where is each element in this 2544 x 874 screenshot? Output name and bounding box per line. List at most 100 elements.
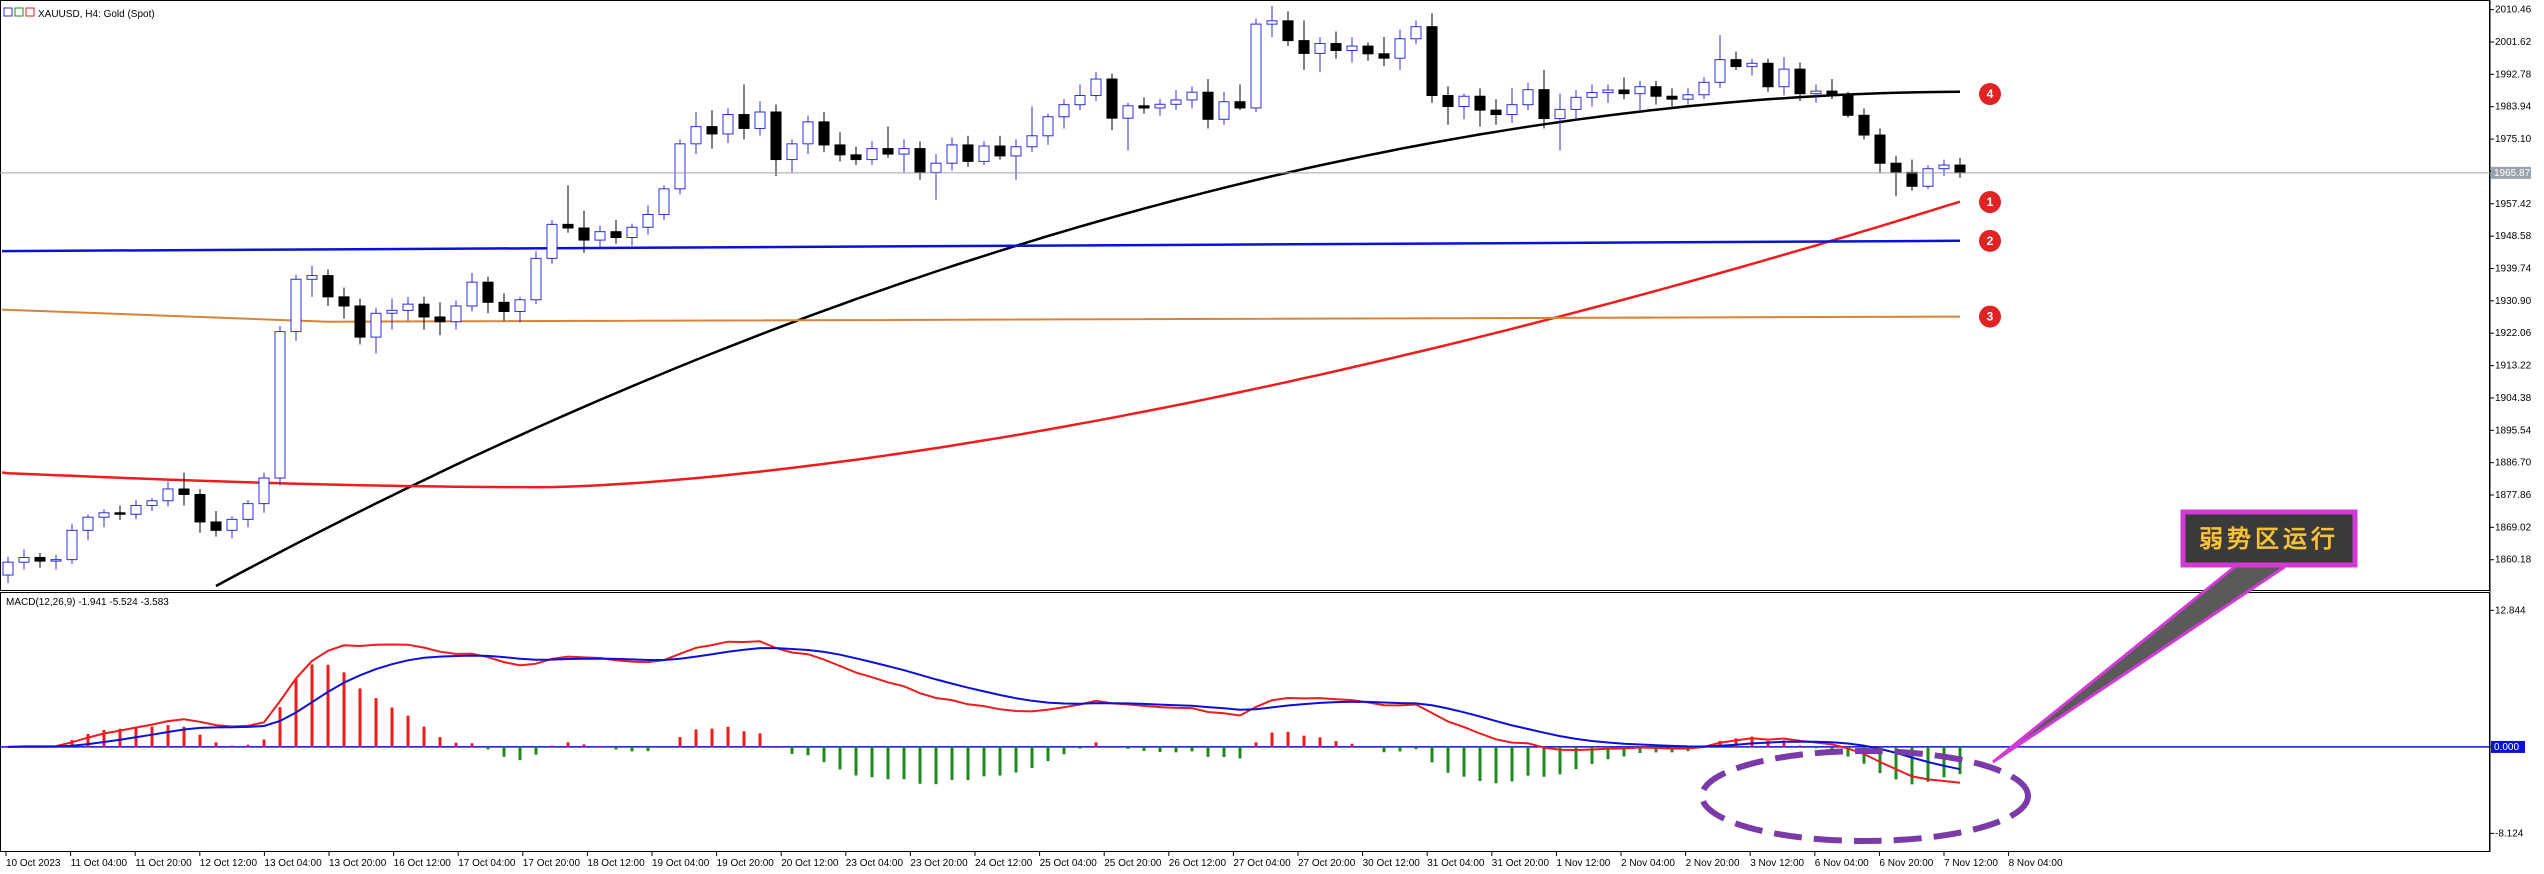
weak-zone-ellipse xyxy=(1699,748,2031,844)
candle-bear xyxy=(914,148,926,173)
candle-bull xyxy=(290,278,302,333)
candle-bear xyxy=(1106,78,1118,119)
price-panel-frame xyxy=(0,0,2490,591)
hist-bar-negative xyxy=(1446,746,1450,773)
candle-bull xyxy=(466,281,478,307)
hist-bar-positive xyxy=(774,746,778,748)
candle-bear xyxy=(962,144,974,162)
hist-bar-negative xyxy=(1926,746,1930,782)
candle-bear xyxy=(1138,105,1150,109)
time-tick-label: 2 Nov 20:00 xyxy=(1686,858,1740,869)
hist-bar-positive xyxy=(550,745,554,747)
hist-bar-positive xyxy=(1302,735,1306,747)
candle-bear xyxy=(578,227,590,241)
candle-bull xyxy=(1010,146,1022,157)
candle-bull xyxy=(1506,104,1518,116)
hist-bar-positive xyxy=(358,688,362,747)
hist-bar-negative xyxy=(1606,746,1610,760)
candle-bear xyxy=(1234,101,1246,109)
price-tick-label: 1930.90 xyxy=(2495,296,2532,307)
macd-lines xyxy=(7,640,1961,784)
hist-bar-positive xyxy=(326,664,330,747)
price-tick-label: 1957.42 xyxy=(2495,199,2532,210)
candle-bull xyxy=(386,309,398,314)
hist-bar-positive xyxy=(1750,736,1754,747)
hist-bar-positive xyxy=(1286,731,1290,747)
hist-bar-positive xyxy=(230,745,234,747)
hist-bar-positive xyxy=(742,731,746,747)
candle-bear xyxy=(482,281,494,303)
candle-bull xyxy=(754,111,766,129)
time-axis: 10 Oct 2023 11 Oct 04:00 11 Oct 20:00 12 Oc… xyxy=(5,852,2063,869)
candle-bear xyxy=(34,556,46,562)
hist-bar-negative xyxy=(1062,746,1066,755)
candle-bear xyxy=(770,111,782,161)
hist-bar-negative xyxy=(1574,746,1578,770)
hist-bar-negative xyxy=(838,746,842,770)
candle-bear xyxy=(1730,59,1742,68)
overlay-lines xyxy=(1,90,1961,588)
candle-bear xyxy=(562,223,574,229)
hist-bar-positive xyxy=(454,742,458,747)
hist-bar-negative xyxy=(534,746,538,755)
time-tick-label: 11 Oct 20:00 xyxy=(135,858,192,869)
candle-bear xyxy=(1202,91,1214,120)
hist-bar-positive xyxy=(1718,740,1722,747)
candle-bear xyxy=(1362,45,1374,55)
hist-bar-positive xyxy=(1782,740,1786,747)
candle-bull xyxy=(370,312,382,338)
candle-bull xyxy=(162,488,174,502)
time-tick-label: 18 Oct 12:00 xyxy=(587,858,645,869)
candle-bull xyxy=(1586,92,1598,98)
time-tick-label: 17 Oct 04:00 xyxy=(458,858,516,869)
candle-bull xyxy=(18,556,30,563)
candle-bear xyxy=(1954,164,1966,174)
marker-4-circle xyxy=(1979,83,2001,106)
price-tick-label: 1886.70 xyxy=(2495,458,2532,469)
candle-bear xyxy=(1538,89,1550,120)
hist-bar-negative xyxy=(1462,746,1466,777)
candle-bear xyxy=(354,305,366,338)
window-icons[interactable] xyxy=(3,7,35,17)
candle-bear xyxy=(850,154,862,161)
candle-bear xyxy=(114,512,126,515)
hist-bar-positive xyxy=(118,728,122,747)
price-tick-label: 1992.78 xyxy=(2495,69,2532,80)
hist-bar-negative xyxy=(646,746,650,752)
macd-zero-tag xyxy=(2491,740,2525,753)
candle-bear xyxy=(194,493,206,523)
time-tick-label: 1 Nov 12:00 xyxy=(1556,858,1610,869)
time-tick-label: 25 Oct 04:00 xyxy=(1040,858,1098,869)
price-tick-label: 1983.94 xyxy=(2495,102,2532,113)
macd-tick-label: 12.844 xyxy=(2495,605,2526,616)
hist-bar-positive xyxy=(422,726,426,747)
candle-bear xyxy=(1378,53,1390,59)
candle-bear xyxy=(834,144,846,156)
candle-bear xyxy=(1762,62,1774,88)
ma-blue-line xyxy=(1,239,1961,253)
candle-bear xyxy=(1282,20,1294,42)
hist-bar-positive xyxy=(246,744,250,747)
hist-bar-negative xyxy=(1126,746,1130,749)
candle-bull xyxy=(674,143,686,190)
candle-bull xyxy=(1522,89,1534,106)
candle-bull xyxy=(1394,38,1406,59)
hist-bar-negative xyxy=(486,746,490,750)
hist-bar-negative xyxy=(1878,746,1882,774)
time-tick-label: 19 Oct 04:00 xyxy=(652,858,710,869)
hist-bar-negative xyxy=(1558,746,1562,775)
hist-bar-negative xyxy=(1654,746,1658,753)
current-price: 1965.87 xyxy=(0,166,2531,179)
price-tick-label: 1922.06 xyxy=(2495,328,2532,339)
hist-bar-negative xyxy=(1494,746,1498,784)
hist-bar-negative xyxy=(1670,746,1674,753)
candle-bear xyxy=(610,231,622,239)
candle-bull xyxy=(82,516,94,531)
candle-bull xyxy=(1922,168,1934,187)
hist-bar-positive xyxy=(102,729,106,747)
candle-bull xyxy=(242,503,254,520)
ma-red-line xyxy=(1,200,1961,489)
candle-bear xyxy=(418,303,430,318)
candle-bull xyxy=(1778,68,1790,88)
hist-bar-negative xyxy=(502,746,506,757)
